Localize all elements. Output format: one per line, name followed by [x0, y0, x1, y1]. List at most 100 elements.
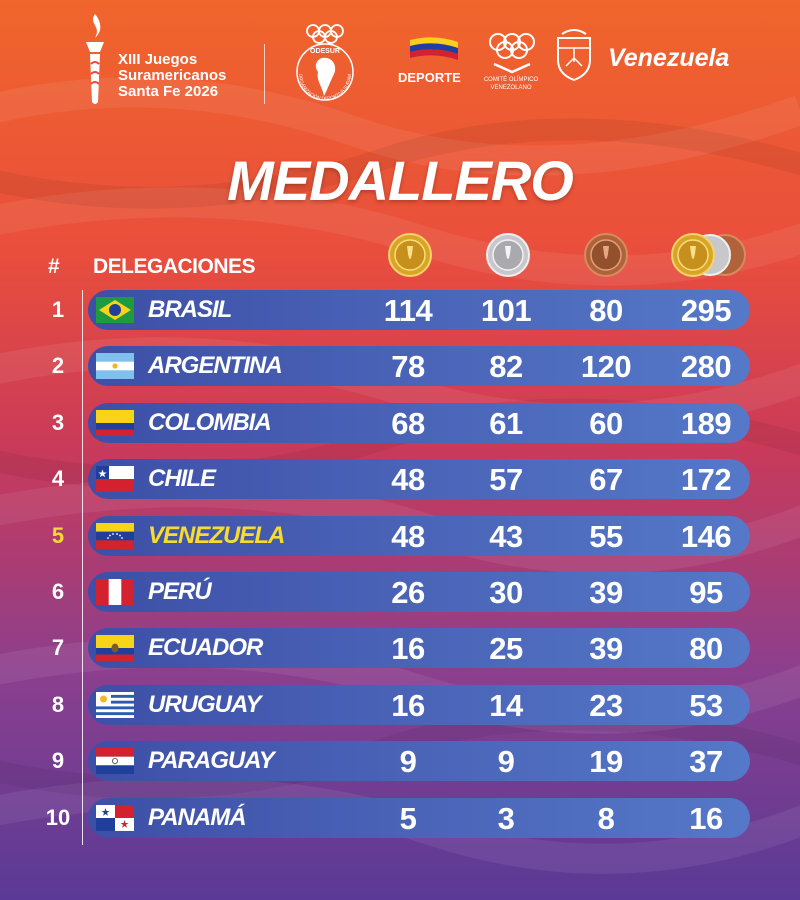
silver-count: 82 [489, 349, 523, 384]
bronze-count: 67 [589, 462, 623, 497]
row-bar [88, 741, 750, 781]
peru-flag-icon [96, 579, 134, 605]
total-count: 146 [680, 519, 732, 554]
rank-number: 5 [51, 523, 65, 548]
rank-column-header: # [48, 255, 60, 278]
brazil-flag-icon [96, 297, 134, 323]
gold-count: 5 [399, 801, 417, 836]
silver-count: 3 [497, 801, 515, 836]
total-count: 280 [680, 349, 732, 384]
silver-count: 43 [489, 519, 523, 554]
table-row: PANAMÁ 5 3 8 16 [88, 798, 750, 838]
rank-number: 1 [51, 297, 65, 322]
delegation-name: COLOMBIA [148, 409, 272, 436]
coven-label: COMITÉ OLÍMPICO VENEZOLANO [483, 77, 539, 91]
gold-count: 68 [391, 406, 425, 441]
table-row: ECUADOR 16 25 39 80 [88, 628, 750, 668]
table-row: VENEZUELA 48 43 55 146 [88, 516, 750, 556]
total-count: 95 [689, 575, 723, 610]
header-divider [264, 44, 265, 104]
coven-logo-icon [489, 33, 535, 74]
torch-logo-icon [86, 14, 104, 104]
total-count: 189 [680, 406, 732, 441]
bronze-count: 55 [589, 519, 623, 554]
venezuela-brand: Venezuela [608, 44, 730, 72]
bronze-count: 23 [589, 688, 623, 723]
row-bar [88, 403, 750, 443]
header: XIII Juegos Suramericanos Santa Fe 2026 … [0, 0, 800, 130]
gold-count: 16 [391, 631, 425, 666]
total-count: 53 [689, 688, 723, 723]
chile-flag-icon [96, 466, 134, 492]
venezuela-flag-icon [96, 523, 134, 549]
row-bar [88, 798, 750, 838]
games-title-line: Suramericanos [118, 67, 227, 84]
total-medals-icon [671, 233, 746, 277]
gold-count: 78 [391, 349, 425, 384]
silver-medal-icon [486, 233, 530, 277]
rank-number: 2 [51, 353, 65, 378]
rank-number: 4 [51, 466, 65, 491]
delegation-name: PANAMÁ [148, 804, 247, 831]
delegation-name: PARAGUAY [148, 747, 275, 774]
coat-of-arms-icon [557, 29, 591, 82]
rank-divider [82, 290, 83, 845]
panama-flag-icon [96, 805, 134, 831]
total-count: 295 [680, 293, 732, 328]
gold-medal-icon [388, 233, 432, 277]
bronze-count: 19 [589, 744, 623, 779]
silver-count: 9 [497, 744, 515, 779]
rank-number: 6 [51, 579, 65, 604]
odesur-logo-icon: ODESUR ORGANIZACIÓN DEPORTIVA SURAMERICA… [284, 22, 354, 101]
row-bar [88, 290, 750, 330]
bronze-count: 120 [580, 349, 632, 384]
bronze-count: 80 [589, 293, 623, 328]
table-row: ARGENTINA 78 82 120 280 [88, 346, 750, 386]
games-title: XIII Juegos Suramericanos Santa Fe 2026 [118, 52, 226, 100]
gold-count: 16 [391, 688, 425, 723]
delegation-name: PERÚ [148, 578, 212, 605]
rank-number: 7 [51, 635, 65, 660]
table-row: PARAGUAY 9 9 19 37 [88, 741, 750, 781]
ecuador-flag-icon [96, 635, 134, 661]
gold-count: 26 [391, 575, 425, 610]
table-row: URUGUAY 16 14 23 53 [88, 685, 750, 725]
delegation-name: ARGENTINA [148, 352, 283, 379]
bronze-count: 8 [597, 801, 615, 836]
bronze-count: 39 [589, 575, 623, 610]
games-title-line: XIII Juegos [118, 51, 198, 68]
odesur-label: ODESUR [310, 48, 340, 55]
bronze-count: 39 [589, 631, 623, 666]
uruguay-flag-icon [96, 692, 134, 718]
row-bar [88, 459, 750, 499]
gold-count: 114 [383, 293, 433, 328]
table-row: COLOMBIA 68 61 60 189 [88, 403, 750, 443]
total-count: 80 [689, 631, 723, 666]
gold-count: 48 [391, 519, 425, 554]
silver-count: 25 [489, 631, 523, 666]
colombia-flag-icon [96, 410, 134, 436]
rank-number: 8 [51, 692, 65, 717]
total-count: 37 [689, 744, 723, 779]
silver-count: 30 [489, 575, 523, 610]
delegation-name: VENEZUELA [148, 522, 285, 549]
row-bar [88, 628, 750, 668]
rank-number: 10 [45, 805, 71, 830]
row-bar [88, 346, 750, 386]
delegation-name: ECUADOR [148, 634, 263, 661]
bronze-medal-icon [584, 233, 628, 277]
row-bar [88, 685, 750, 725]
venezuela-flag-logo-icon [410, 37, 458, 60]
silver-count: 61 [489, 406, 523, 441]
bronze-count: 60 [589, 406, 623, 441]
delegation-name: URUGUAY [148, 691, 262, 718]
total-count: 16 [689, 801, 723, 836]
rank-number: 3 [51, 410, 65, 435]
row-bar [88, 516, 750, 556]
table-row: CHILE 48 57 67 172 [88, 459, 750, 499]
row-bar [88, 572, 750, 612]
table-row: PERÚ 26 30 39 95 [88, 572, 750, 612]
gold-count: 48 [391, 462, 425, 497]
total-count: 172 [680, 462, 732, 497]
silver-count: 101 [480, 293, 532, 328]
